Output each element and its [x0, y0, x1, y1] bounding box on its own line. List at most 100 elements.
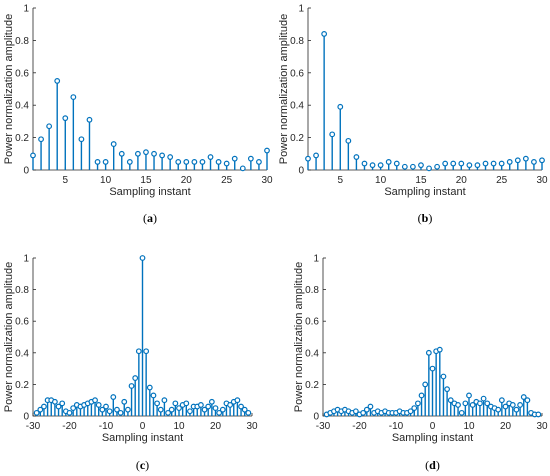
stem-marker [187, 408, 193, 415]
stem-marker [241, 406, 248, 413]
stem-marker [121, 398, 128, 405]
x-tick-label: -10 [99, 421, 114, 432]
stem-marker [377, 162, 384, 169]
y-tick-label: 0.6 [15, 317, 29, 328]
stem-marker [134, 150, 141, 157]
stem-marker [498, 397, 505, 404]
stem-marker [418, 162, 424, 169]
y-axis-label: Power normalization amplitude [3, 262, 15, 412]
stem-marker [447, 397, 454, 404]
y-tick-label: 0.6 [15, 68, 29, 79]
x-axis-label: Sampling instant [392, 432, 473, 444]
y-tick-label: 0.8 [15, 285, 29, 296]
x-axis-label: Sampling instant [109, 186, 190, 198]
stem-marker [66, 409, 73, 416]
x-tick-label: 0 [140, 421, 146, 432]
stem-marker [469, 402, 476, 408]
stem-marker [414, 400, 421, 407]
stem-marker [95, 402, 102, 408]
stem-marker [440, 373, 447, 380]
y-tick-label: 0.4 [305, 348, 319, 359]
stem-marker [367, 403, 374, 410]
stem-marker [219, 406, 226, 413]
stem-marker [205, 403, 212, 410]
stem-marker [143, 348, 150, 355]
y-tick-label: 0.4 [15, 101, 29, 112]
stem-marker [517, 402, 524, 408]
stem-marker [353, 154, 360, 160]
stem-marker [146, 384, 153, 391]
stem-marker [168, 406, 175, 413]
stem-marker [407, 408, 414, 415]
stem-marker [207, 154, 214, 160]
x-axis-label: Sampling instant [102, 432, 183, 444]
y-tick-label: 1 [313, 254, 319, 265]
stem-marker [161, 397, 168, 404]
stem-marker [135, 348, 142, 355]
stem-marker [99, 406, 106, 413]
x-tick-label: -10 [389, 421, 404, 432]
stem-marker [247, 155, 254, 162]
stem-marker [183, 158, 190, 165]
stem-marker [118, 150, 125, 157]
stem-marker [231, 155, 238, 162]
y-axis-label: Power normalization amplitude [293, 262, 305, 412]
stem-marker [110, 141, 117, 147]
stem-marker [474, 162, 481, 169]
stem-marker [426, 165, 432, 172]
x-tick-label: 10 [100, 175, 112, 186]
chart-panel-b: 0 0.2 0.4 0.6 0.8 1 5 10 15 20 25 30 Sampling instan… [275, 0, 550, 238]
x-tick-label: 30 [536, 175, 548, 186]
stem-marker [223, 160, 230, 167]
axes-frame [32, 8, 267, 171]
stem-marker [59, 400, 66, 407]
stem-marker [106, 408, 113, 415]
stem-marker [126, 158, 133, 165]
stem-marker [132, 375, 139, 381]
stem-marker [484, 400, 491, 407]
x-tick-label: 20 [181, 175, 193, 186]
stem-marker [480, 395, 487, 402]
stem-marker [165, 409, 171, 416]
stem-marker [199, 158, 206, 165]
stem-marker [55, 403, 62, 410]
stem-marker [256, 158, 262, 165]
stem-marker [385, 158, 392, 165]
stem-marker [54, 77, 61, 84]
stem-marker [498, 160, 505, 167]
x-tick-label: -20 [62, 421, 77, 432]
stem-marker [176, 405, 182, 412]
stem-marker [172, 400, 179, 407]
stem-marker [321, 31, 328, 37]
stem-marker [183, 400, 190, 407]
y-tick-label: 0.2 [290, 133, 304, 144]
x-axis-label: Sampling instant [384, 186, 465, 198]
stem-marker [444, 386, 451, 393]
y-tick-label: 0.4 [290, 101, 304, 112]
chart-panel-d: 0 0.2 0.4 0.6 0.8 1 -30 -20 -10 0 10 20 30 Sampling i… [275, 238, 550, 476]
subfigure-caption: (c) [136, 458, 149, 472]
y-tick-label: 0 [298, 166, 304, 177]
stem-marker [124, 406, 131, 413]
subfigure-caption: (d) [425, 458, 440, 472]
stem-marker [150, 392, 157, 399]
stem-marker [264, 147, 270, 154]
y-axis-label: Power normalization amplitude [3, 14, 15, 164]
x-tick-label: 25 [496, 175, 508, 186]
stem-marker [409, 163, 416, 170]
y-tick-label: 0.8 [15, 36, 29, 47]
stem-marker [52, 398, 58, 405]
x-tick-label: 0 [430, 421, 436, 432]
stem-marker [212, 405, 219, 412]
y-tick-label: 0.8 [305, 285, 319, 296]
stem-marker [154, 400, 161, 407]
x-tick-label: 30 [536, 421, 548, 432]
stem-marker [513, 406, 520, 413]
stem-marker [215, 158, 222, 165]
y-axis-label: Power normalization amplitude [278, 14, 290, 164]
stem-marker [33, 409, 40, 416]
x-tick-label: 20 [210, 421, 222, 432]
stem-marker [345, 137, 352, 144]
y-tick-label: 0.6 [290, 68, 304, 79]
